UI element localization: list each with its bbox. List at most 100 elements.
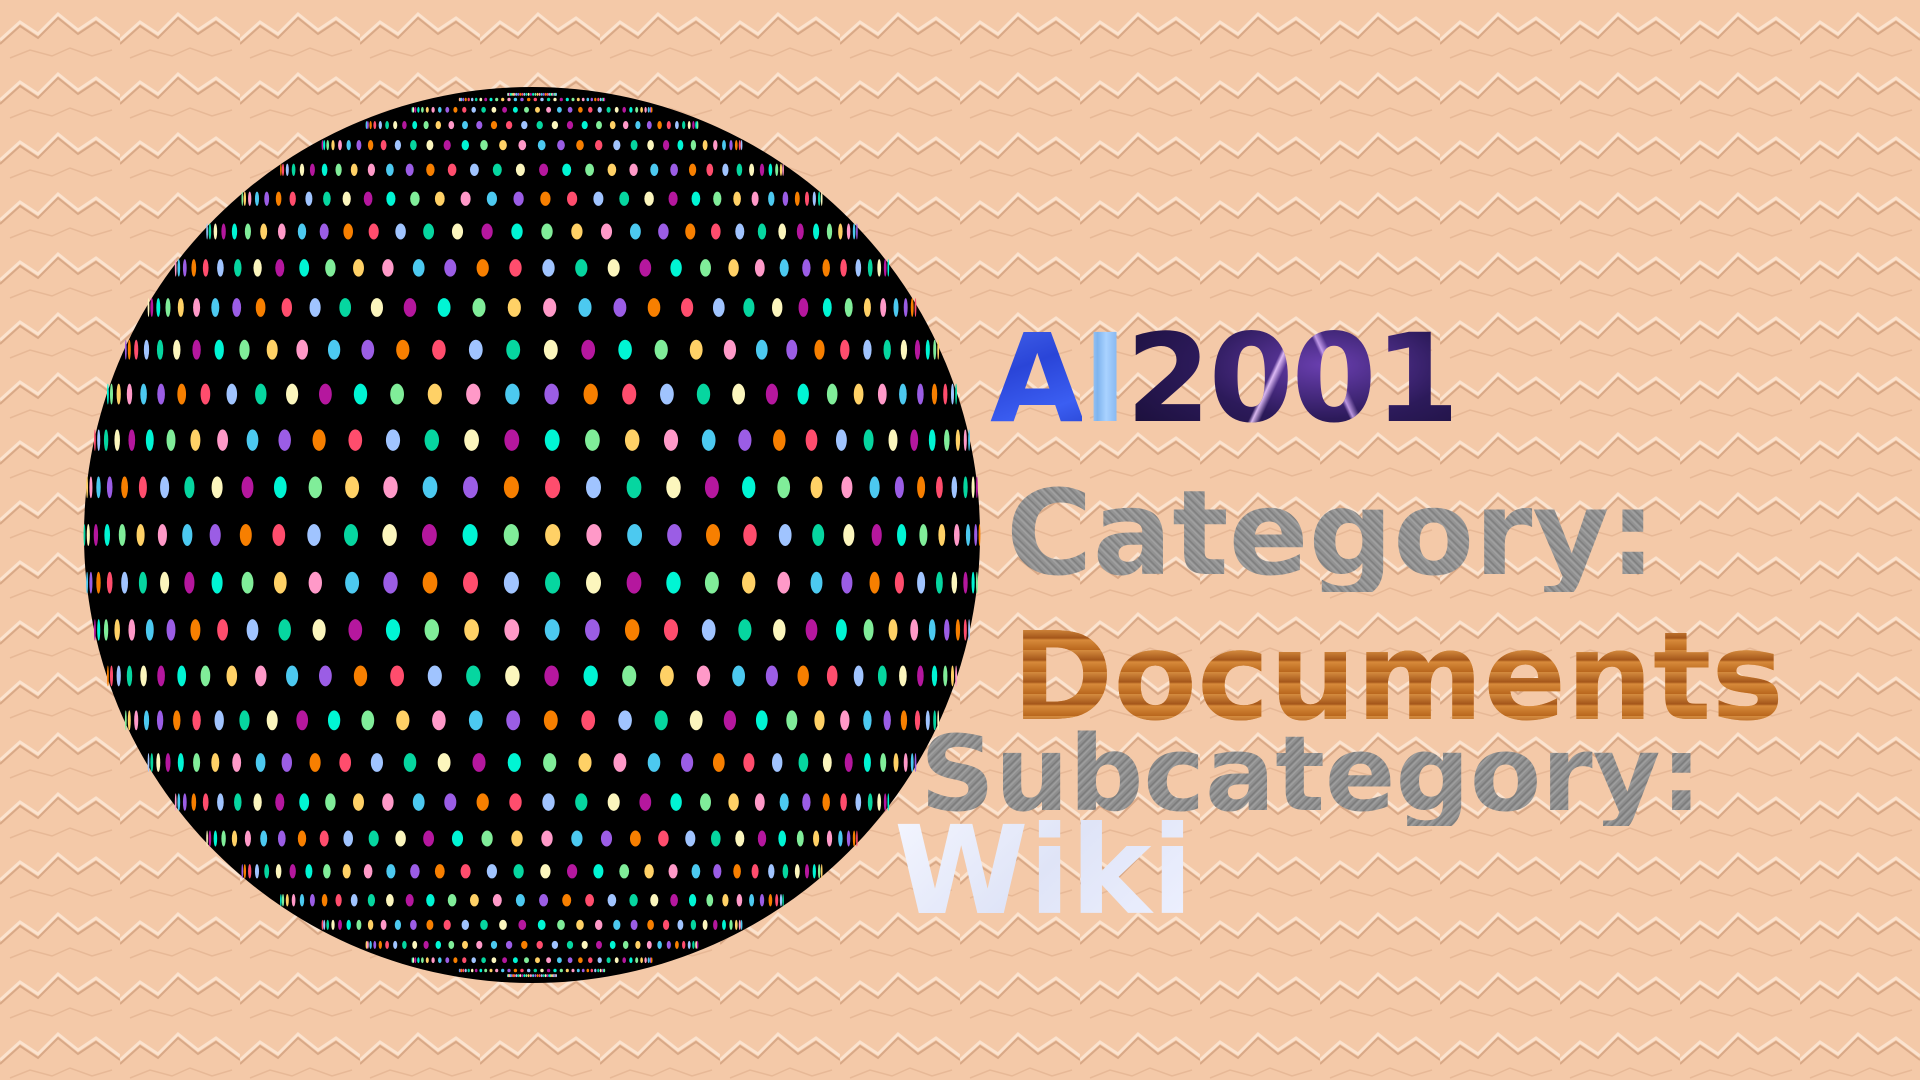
sphere-dot bbox=[116, 665, 121, 687]
sphere-dot bbox=[275, 793, 285, 811]
sphere-dot bbox=[826, 830, 833, 847]
sphere-dot bbox=[613, 753, 627, 772]
sphere-dot bbox=[543, 339, 558, 360]
sphere-dot bbox=[134, 710, 139, 731]
sphere-dot bbox=[755, 710, 768, 731]
sphere-dot bbox=[461, 139, 470, 151]
sphere-dot bbox=[476, 121, 483, 130]
sphere-dot bbox=[660, 383, 674, 405]
sphere-dot bbox=[779, 163, 783, 176]
sphere-dot bbox=[540, 97, 544, 102]
sphere-dot bbox=[244, 830, 251, 847]
sphere-dot bbox=[735, 223, 745, 240]
sphere-dot bbox=[536, 940, 543, 949]
sphere-dot bbox=[177, 665, 187, 687]
sphere-dot bbox=[835, 429, 847, 451]
sphere-dot bbox=[863, 298, 871, 317]
sphere-dot bbox=[778, 223, 787, 240]
sphere-dot bbox=[646, 121, 652, 130]
brand-letter-i: I bbox=[1082, 308, 1127, 450]
sphere-dot bbox=[278, 429, 291, 451]
sphere-dot bbox=[202, 259, 209, 277]
sphere-dot bbox=[512, 106, 518, 113]
sphere-dot bbox=[548, 974, 551, 978]
sphere-dot bbox=[963, 619, 967, 641]
sphere-dot bbox=[639, 793, 652, 811]
sphere-dot bbox=[951, 476, 958, 499]
sphere-dot bbox=[289, 864, 296, 879]
sphere-dot bbox=[424, 619, 440, 641]
sphere-dot bbox=[738, 619, 752, 641]
sphere-dot bbox=[706, 894, 714, 907]
sphere-dot bbox=[613, 919, 621, 931]
sphere-dot bbox=[326, 919, 330, 931]
brand-letter-a: A bbox=[990, 308, 1084, 450]
sphere-dot bbox=[635, 957, 639, 964]
sphere-dot bbox=[157, 383, 165, 405]
sphere-dot bbox=[501, 968, 505, 973]
sphere-dot bbox=[696, 665, 711, 687]
sphere-dot bbox=[243, 191, 247, 206]
sphere-dot bbox=[877, 383, 887, 405]
sphere-dot bbox=[467, 968, 470, 973]
sphere-dot bbox=[732, 665, 745, 687]
sphere-dot bbox=[768, 163, 773, 176]
sphere-dot bbox=[814, 710, 825, 731]
sphere-dot bbox=[581, 121, 588, 130]
sphere-dot bbox=[296, 710, 309, 731]
sphere-dot bbox=[810, 571, 823, 594]
sphere-dot bbox=[537, 139, 546, 151]
sphere-dot bbox=[232, 753, 242, 772]
sphere-dot bbox=[437, 753, 451, 772]
sphere-dot bbox=[627, 524, 643, 546]
sphere-dot bbox=[432, 710, 446, 731]
sphere-dot bbox=[622, 121, 629, 130]
sphere-dot bbox=[260, 830, 268, 847]
sphere-dot bbox=[368, 830, 379, 847]
sphere-dot bbox=[596, 121, 602, 130]
sphere-dot bbox=[394, 139, 402, 151]
sphere-dot bbox=[156, 710, 164, 731]
sphere-dot bbox=[241, 191, 244, 206]
sphere-dot bbox=[353, 259, 364, 277]
sphere-dot bbox=[647, 753, 661, 772]
sphere-dot bbox=[782, 894, 784, 907]
sphere-dot bbox=[177, 753, 184, 772]
sphere-dot bbox=[417, 106, 420, 113]
sphere-dot bbox=[586, 476, 601, 499]
sphere-dot bbox=[541, 830, 553, 847]
sphere-dot bbox=[214, 339, 224, 360]
sphere-dot bbox=[965, 524, 971, 546]
sphere-dot bbox=[713, 191, 722, 206]
sphere-dot bbox=[723, 710, 737, 731]
sphere-dot bbox=[299, 163, 305, 176]
sphere-dot bbox=[239, 339, 250, 360]
sphere-dot bbox=[280, 163, 282, 176]
sphere-dot bbox=[777, 571, 791, 594]
sphere-dot bbox=[607, 163, 617, 176]
sphere-dot bbox=[551, 92, 553, 96]
sphere-dot bbox=[319, 383, 332, 405]
sphere-dot bbox=[466, 665, 481, 687]
sphere-dot bbox=[871, 524, 882, 546]
sphere-dot bbox=[624, 619, 640, 641]
sphere-dot bbox=[325, 259, 336, 277]
sphere-dot bbox=[421, 957, 424, 964]
sphere-dot bbox=[798, 298, 809, 317]
sphere-dot bbox=[619, 191, 630, 206]
sphere-dot bbox=[538, 92, 541, 96]
sphere-dot bbox=[734, 139, 738, 151]
sphere-dot bbox=[644, 957, 647, 964]
sphere-dot bbox=[963, 429, 967, 451]
sphere-dot bbox=[692, 940, 695, 949]
sphere-dot bbox=[335, 894, 342, 907]
sphere-dot bbox=[937, 339, 940, 360]
sphere-dot bbox=[529, 92, 532, 96]
sphere-dot bbox=[778, 830, 787, 847]
sphere-dot bbox=[647, 298, 661, 317]
sphere-dot bbox=[309, 298, 321, 317]
sphere-dot bbox=[431, 106, 435, 113]
sphere-dot bbox=[813, 830, 820, 847]
sphere-dot bbox=[486, 864, 497, 879]
sphere-dot bbox=[687, 121, 691, 130]
